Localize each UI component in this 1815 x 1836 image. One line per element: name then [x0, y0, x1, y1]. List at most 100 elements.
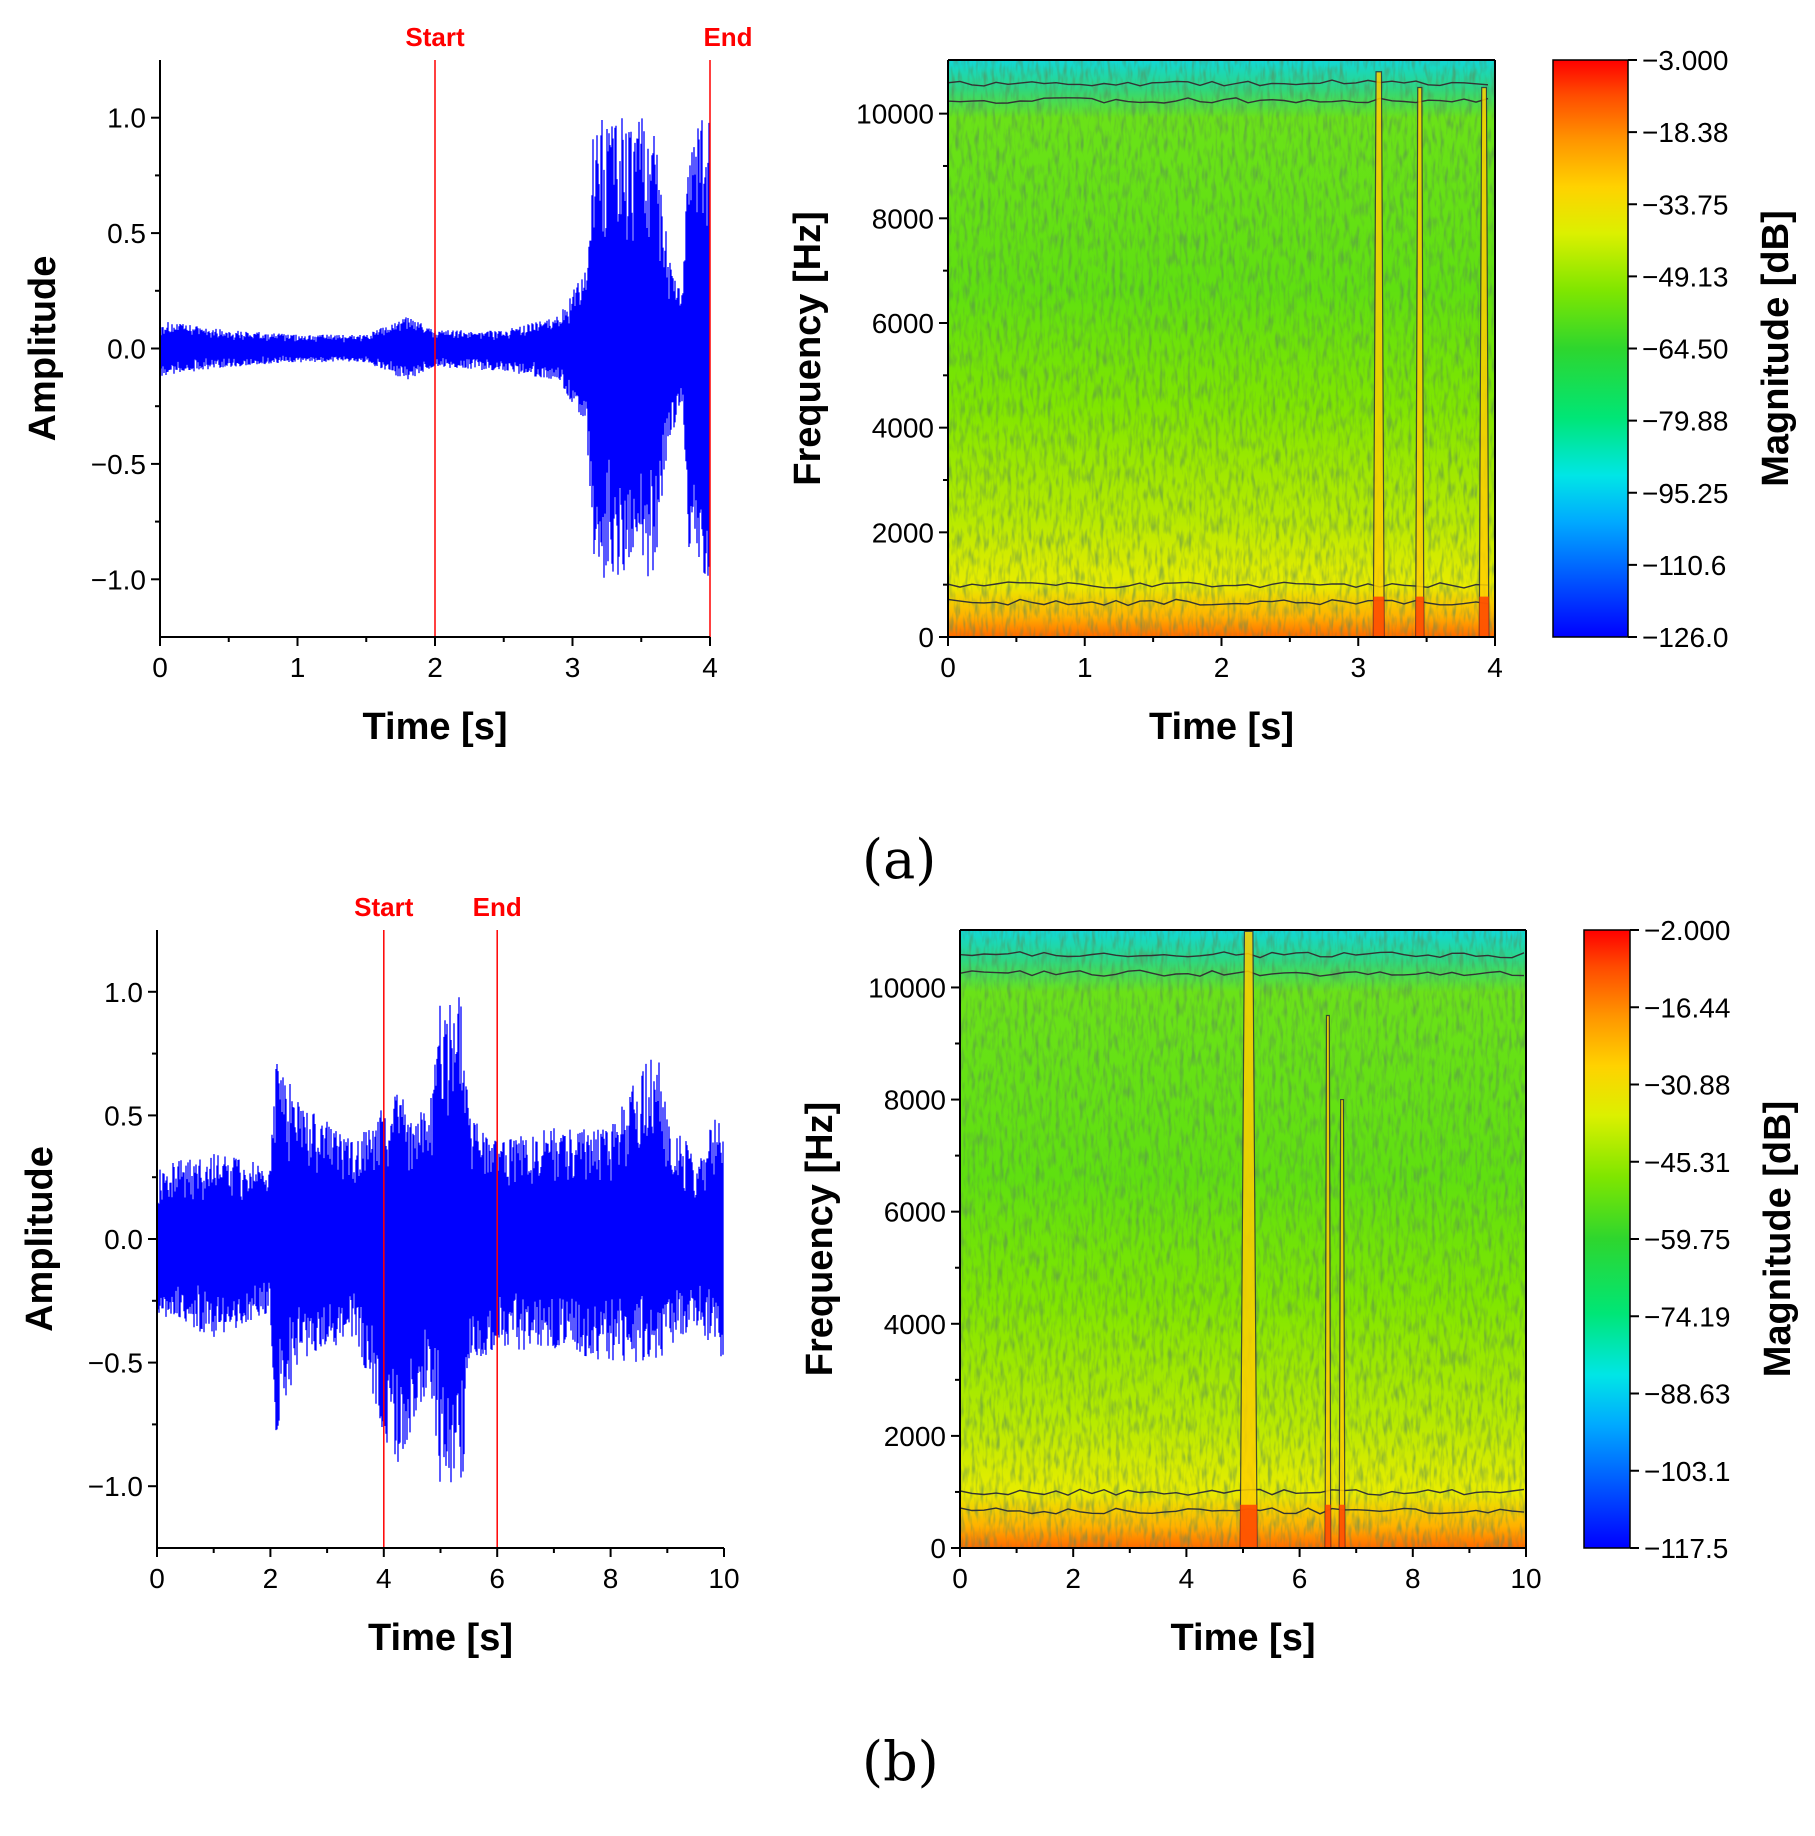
energy-burst-core — [1479, 596, 1489, 637]
contour-line — [959, 969, 1525, 977]
colorbar-tick-label: −79.88 — [1642, 406, 1728, 437]
x-tick-label: 6 — [489, 1563, 505, 1594]
colorbar-tick-label: −33.75 — [1642, 189, 1728, 220]
colorbar-title: Magnitude [dB] — [1755, 210, 1797, 487]
contour-line — [947, 581, 1489, 589]
x-tick-label: 3 — [1350, 652, 1366, 683]
colorbar-tick-label: −110.6 — [1642, 550, 1726, 581]
y-axis-title: Amplitude — [22, 256, 64, 442]
y-axis-title: Frequency [Hz] — [799, 1102, 841, 1376]
energy-burst — [1415, 86, 1425, 638]
y-tick-label: 0 — [918, 622, 934, 653]
energy-burst-core — [1240, 1504, 1258, 1548]
x-tick-label: 1 — [1077, 652, 1093, 683]
colorbar — [1583, 929, 1631, 1549]
colorbar-tick-label: −126.0 — [1642, 622, 1728, 653]
y-tick-label: 10000 — [856, 99, 934, 130]
waveform-plot-a-waveform: Start End 0 1 2 3 4 −1.0 −0.5 0.0 0.5 1.0 Time [s] Am… — [22, 22, 753, 748]
y-tick-label: 4000 — [872, 413, 934, 444]
colorbar-tick-label: −88.63 — [1644, 1379, 1730, 1410]
contour-line — [959, 1488, 1525, 1496]
x-tick-label: 2 — [1065, 1563, 1081, 1594]
x-tick-label: 3 — [565, 652, 581, 683]
contour-line — [947, 97, 1489, 104]
spectrogram-plot-a-spectrogram: 0 1 2 3 4 0 2000 4000 6000 8000 10000 Time [s] Frequ… — [787, 45, 1797, 748]
y-tick-label: 2000 — [872, 517, 934, 548]
colorbar-tick-label: −45.31 — [1644, 1147, 1730, 1178]
y-tick-label: 0 — [930, 1533, 946, 1564]
y-tick-label: −1.0 — [88, 1471, 143, 1502]
colorbar-tick-label: −64.50 — [1642, 334, 1728, 365]
x-tick-label: 10 — [708, 1563, 739, 1594]
colorbar-tick-label: −74.19 — [1644, 1301, 1730, 1332]
panel-label-a: (a) — [862, 828, 937, 891]
x-tick-label: 2 — [263, 1563, 279, 1594]
energy-burst-core — [1415, 596, 1424, 637]
x-tick-label: 0 — [149, 1563, 165, 1594]
energy-burst-core — [1373, 596, 1385, 637]
x-axis-title: Time [s] — [1149, 706, 1294, 748]
x-tick-label: 2 — [1214, 652, 1230, 683]
y-tick-label: −0.5 — [88, 1348, 143, 1379]
x-tick-label: 8 — [1405, 1563, 1421, 1594]
spectrogram-plot-b-spectrogram: 0 2 4 6 8 10 0 2000 4000 6000 8000 10000 Time [s] Fre… — [799, 915, 1799, 1659]
y-axis-title: Amplitude — [19, 1146, 61, 1332]
colorbar-tick-label: −3.000 — [1642, 45, 1728, 76]
contour-line — [947, 79, 1489, 87]
energy-burst-core — [1339, 1504, 1345, 1548]
x-axis-title: Time [s] — [368, 1617, 513, 1659]
y-tick-label: 1.0 — [107, 103, 146, 134]
y-tick-label: 1.0 — [104, 977, 143, 1008]
x-tick-label: 10 — [1510, 1563, 1541, 1594]
energy-burst — [1324, 1014, 1332, 1549]
x-tick-label: 0 — [152, 652, 168, 683]
marker-label-start: Start — [405, 22, 465, 52]
y-tick-label: 8000 — [884, 1085, 946, 1116]
x-tick-label: 4 — [376, 1563, 392, 1594]
panel-label-b: (b) — [862, 1730, 939, 1793]
x-tick-label: 4 — [1487, 652, 1503, 683]
y-tick-label: 0.0 — [104, 1224, 143, 1255]
signal-trace — [157, 997, 724, 1483]
colorbar-title: Magnitude [dB] — [1757, 1101, 1799, 1378]
colorbar-tick-label: −16.44 — [1644, 992, 1730, 1023]
x-axis-title: Time [s] — [1170, 1617, 1315, 1659]
marker-label-start: Start — [354, 892, 414, 922]
y-tick-label: 0.5 — [107, 218, 146, 249]
y-axis-title: Frequency [Hz] — [787, 211, 829, 485]
x-axis-title: Time [s] — [362, 706, 507, 748]
y-tick-label: −1.0 — [91, 564, 146, 595]
marker-label-end: End — [473, 892, 522, 922]
colorbar-tick-label: −117.5 — [1644, 1533, 1728, 1564]
y-tick-label: −0.5 — [91, 449, 146, 480]
energy-burst — [1338, 1098, 1346, 1549]
x-tick-label: 4 — [702, 652, 718, 683]
colorbar-tick-label: −59.75 — [1644, 1224, 1730, 1255]
contour-line — [947, 598, 1489, 607]
x-tick-label: 0 — [940, 652, 956, 683]
colorbar — [1552, 59, 1629, 638]
contour-line — [959, 1507, 1525, 1515]
x-tick-label: 0 — [952, 1563, 968, 1594]
x-tick-label: 2 — [427, 652, 443, 683]
colorbar-tick-label: −49.13 — [1642, 261, 1728, 292]
x-tick-label: 6 — [1292, 1563, 1308, 1594]
x-tick-label: 8 — [603, 1563, 619, 1594]
contour-line — [959, 951, 1525, 959]
colorbar-tick-label: −30.88 — [1644, 1070, 1730, 1101]
y-tick-label: 0.5 — [104, 1100, 143, 1131]
y-tick-label: 4000 — [884, 1309, 946, 1340]
y-tick-label: 6000 — [884, 1197, 946, 1228]
colorbar-tick-label: −103.1 — [1644, 1456, 1730, 1487]
x-tick-label: 1 — [290, 652, 306, 683]
colorbar-tick-label: −18.38 — [1642, 117, 1728, 148]
y-tick-label: 0.0 — [107, 334, 146, 365]
energy-burst-core — [1325, 1504, 1331, 1548]
y-tick-label: 10000 — [868, 972, 946, 1003]
y-tick-label: 2000 — [884, 1421, 946, 1452]
energy-burst — [1478, 86, 1490, 638]
colorbar-tick-label: −2.000 — [1644, 915, 1730, 946]
x-tick-label: 4 — [1179, 1563, 1195, 1594]
spectrogram-texture — [948, 60, 1495, 637]
